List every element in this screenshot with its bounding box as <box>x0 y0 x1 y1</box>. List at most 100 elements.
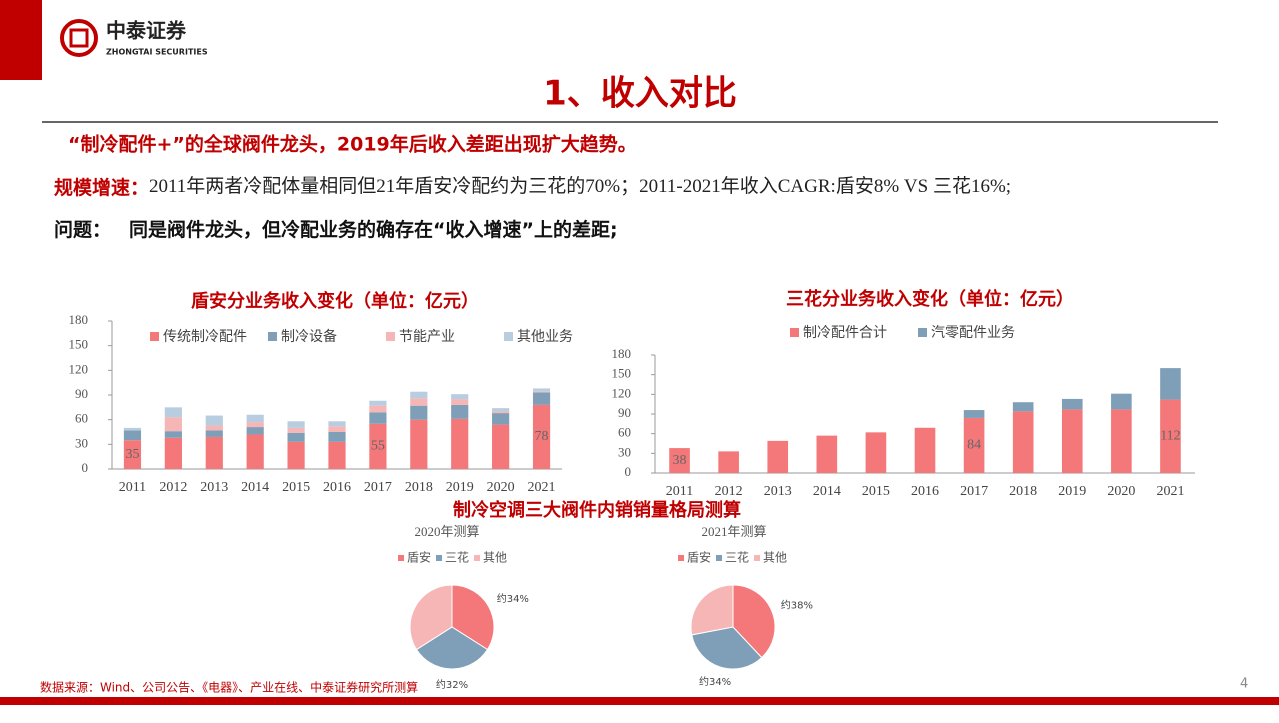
bar-segment <box>451 418 469 469</box>
y-tick-label: 180 <box>612 346 632 361</box>
pie-slice <box>691 626 763 670</box>
source: 数据来源：Wind、公司公告、《电器》、产业在线、中泰证券研究所测算 <box>40 680 418 695</box>
bar-segment <box>865 432 887 473</box>
legend-swatch <box>268 332 277 341</box>
bar-segment <box>492 408 510 412</box>
bar-segment <box>123 427 142 431</box>
legend-swatch <box>716 555 722 561</box>
line-label: 问题： <box>54 219 111 241</box>
bar-segment <box>287 421 305 428</box>
bar-segment <box>205 430 223 437</box>
bar-segment <box>369 412 387 424</box>
bar-segment <box>287 432 305 442</box>
legend-label: 制冷配件合计 <box>803 325 887 341</box>
x-tick-label: 2011 <box>119 480 146 495</box>
bar-segment <box>410 419 428 469</box>
y-tick-label: 60 <box>75 411 88 426</box>
legend-swatch <box>678 555 684 561</box>
bar-segment <box>328 441 346 469</box>
x-tick-label: 2021 <box>1156 484 1184 499</box>
x-tick-label: 2012 <box>159 480 187 495</box>
chart-title: 2020年测算 <box>414 524 479 539</box>
legend-swatch <box>386 332 395 341</box>
bar-segment <box>532 391 551 393</box>
y-tick-label: 30 <box>75 435 88 450</box>
x-tick-label: 2016 <box>323 480 351 495</box>
y-tick-label: 150 <box>612 366 632 381</box>
slide-title: 1、收入对比 <box>543 74 737 114</box>
legend-label: 三花 <box>445 550 469 565</box>
value-label: 78 <box>535 429 549 444</box>
line-text: 同是阀件龙头，但冷配业务的确存在“收入增速”上的差距; <box>129 218 618 241</box>
bar-segment <box>1160 399 1181 473</box>
value-label: 84 <box>967 438 981 453</box>
legend-swatch <box>436 555 442 561</box>
headline: “制冷配件+”的全球阀件龙头，2019年后收入差距出现扩大趋势。 <box>68 133 637 156</box>
bar-segment <box>532 388 551 392</box>
y-tick-label: 0 <box>82 460 89 475</box>
bar-segment <box>328 432 346 442</box>
bar-segment <box>164 407 182 418</box>
logo-en: ZHONGTAI SECURITIES <box>106 48 208 57</box>
y-tick-label: 150 <box>69 337 89 352</box>
legend-swatch <box>790 328 799 337</box>
bar-segment <box>1111 393 1132 410</box>
value-label: 38 <box>673 453 687 468</box>
footer-bar <box>0 697 1279 705</box>
x-tick-label: 2013 <box>200 480 228 495</box>
value-label: 112 <box>1160 429 1180 444</box>
value-label: 55 <box>371 439 385 454</box>
x-tick-label: 2018 <box>1009 484 1037 499</box>
chart-title: 2021年测算 <box>701 524 766 539</box>
bar-segment <box>246 414 264 423</box>
bar-segment <box>914 427 936 473</box>
section-title: 制冷空调三大阀件内销销量格局测算 <box>453 499 741 521</box>
bar-segment <box>963 410 985 418</box>
y-tick-label: 90 <box>618 405 631 420</box>
bar-segment <box>246 422 264 428</box>
bar-segment <box>246 434 264 469</box>
bar-segment <box>1061 409 1083 473</box>
pie-slice <box>415 626 489 670</box>
chart-title: 盾安分业务收入变化（单位：亿元） <box>191 290 479 312</box>
line: 规模增速：2011年两者冷配体量相同但21年盾安冷配约为三花的70%；2011-… <box>54 175 1011 198</box>
bar-segment <box>369 405 387 413</box>
bar-segment <box>410 405 428 420</box>
bar-segment <box>328 426 346 432</box>
line-label: 规模增速： <box>54 176 149 199</box>
line-text: 2011年两者冷配体量相同但21年盾安冷配约为三花的70%；2011-2021年… <box>149 175 1011 197</box>
legend-label: 节能产业 <box>399 329 455 345</box>
x-tick-label: 2018 <box>405 480 433 495</box>
legend-label: 盾安 <box>407 550 431 565</box>
line: 问题： 同是阀件龙头，但冷配业务的确存在“收入增速”上的差距; <box>54 218 618 241</box>
bar-segment <box>1111 409 1132 473</box>
y-tick-label: 60 <box>618 425 631 440</box>
x-tick-label: 2021 <box>528 480 556 495</box>
bar-segment <box>287 441 305 469</box>
bar-segment <box>328 421 346 427</box>
bar-segment <box>1061 398 1083 410</box>
value-label: 约34% <box>699 675 731 688</box>
bar-segment <box>123 430 142 441</box>
y-tick-label: 30 <box>618 444 631 459</box>
bar-segment <box>1160 368 1181 400</box>
bar-segment <box>532 392 551 405</box>
bar-segment <box>205 436 223 469</box>
value-label: 约38% <box>781 599 813 612</box>
legend-label: 其他业务 <box>517 329 573 345</box>
x-tick-label: 2011 <box>666 484 693 499</box>
pie-slice <box>732 584 776 659</box>
value-label: 约32% <box>436 678 468 691</box>
legend-label: 三花 <box>725 550 749 565</box>
x-tick-label: 2015 <box>862 484 890 499</box>
bar-segment <box>287 427 305 433</box>
x-tick-label: 2020 <box>487 480 515 495</box>
x-tick-label: 2017 <box>364 480 392 495</box>
logo-mark <box>60 19 98 57</box>
chart-title: 三花分业务收入变化（单位：亿元） <box>786 288 1074 310</box>
x-tick-label: 2019 <box>446 480 474 495</box>
legend-swatch <box>754 555 760 561</box>
bar-segment <box>718 451 739 473</box>
